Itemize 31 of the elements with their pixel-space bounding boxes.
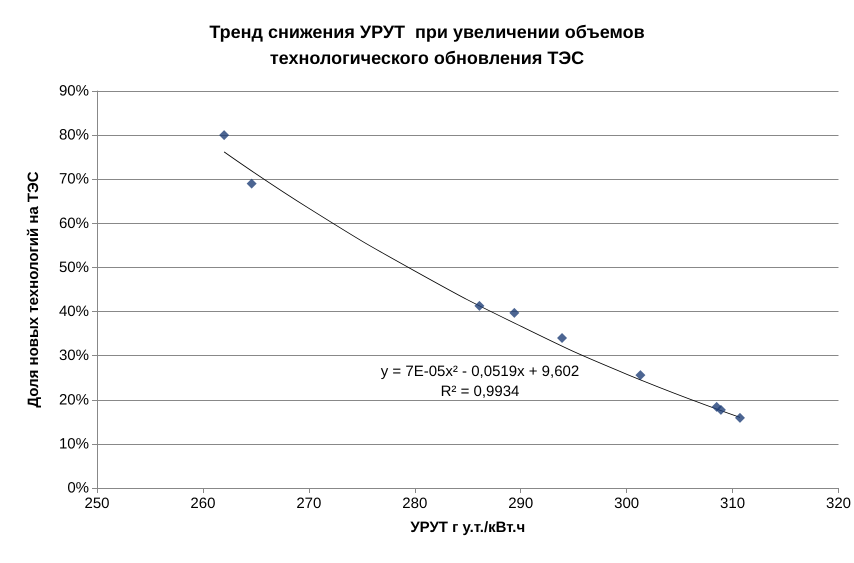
y-tick-label: 90% — [58, 82, 89, 100]
point — [557, 333, 568, 344]
y-tick-label: 70% — [58, 170, 89, 188]
y-tick-label: 10% — [58, 435, 89, 452]
annotation: y = 7E-05x² - 0,0519x + 9,602 — [380, 363, 580, 380]
x-tick-label: 300 — [614, 495, 640, 512]
annotation: R² = 0,9934 — [440, 383, 520, 400]
x-tick-label: 320 — [826, 495, 851, 512]
point — [219, 130, 230, 140]
x-axis-title: УРУТ г у.т./кВт.ч — [410, 519, 526, 536]
y-tick-label: 30% — [58, 347, 89, 364]
y-tick-label: 0% — [67, 480, 89, 496]
y-tick-label: 20% — [58, 391, 89, 408]
point — [246, 178, 257, 189]
y-tick-label: 50% — [58, 258, 89, 276]
y-tick-label: 40% — [58, 303, 89, 320]
x-tick-label: 310 — [720, 495, 746, 512]
chart-title: Тренд снижения УРУТ при увеличении объемов технологического обновления ТЭС — [209, 22, 645, 68]
point — [635, 370, 646, 380]
y-tick-label: 60% — [58, 214, 89, 232]
point — [734, 412, 745, 423]
y-tick-label: 80% — [58, 126, 89, 144]
point — [474, 300, 484, 311]
point — [716, 404, 726, 415]
point — [509, 308, 520, 318]
x-tick-label: 250 — [84, 495, 110, 512]
x-tick-label: 280 — [402, 495, 428, 512]
y-axis-title: Доля новых технологий на ТЭС — [25, 171, 42, 408]
x-tick-label: 290 — [508, 495, 534, 512]
x-tick-label: 270 — [296, 495, 322, 512]
x-tick-label: 260 — [190, 495, 216, 512]
